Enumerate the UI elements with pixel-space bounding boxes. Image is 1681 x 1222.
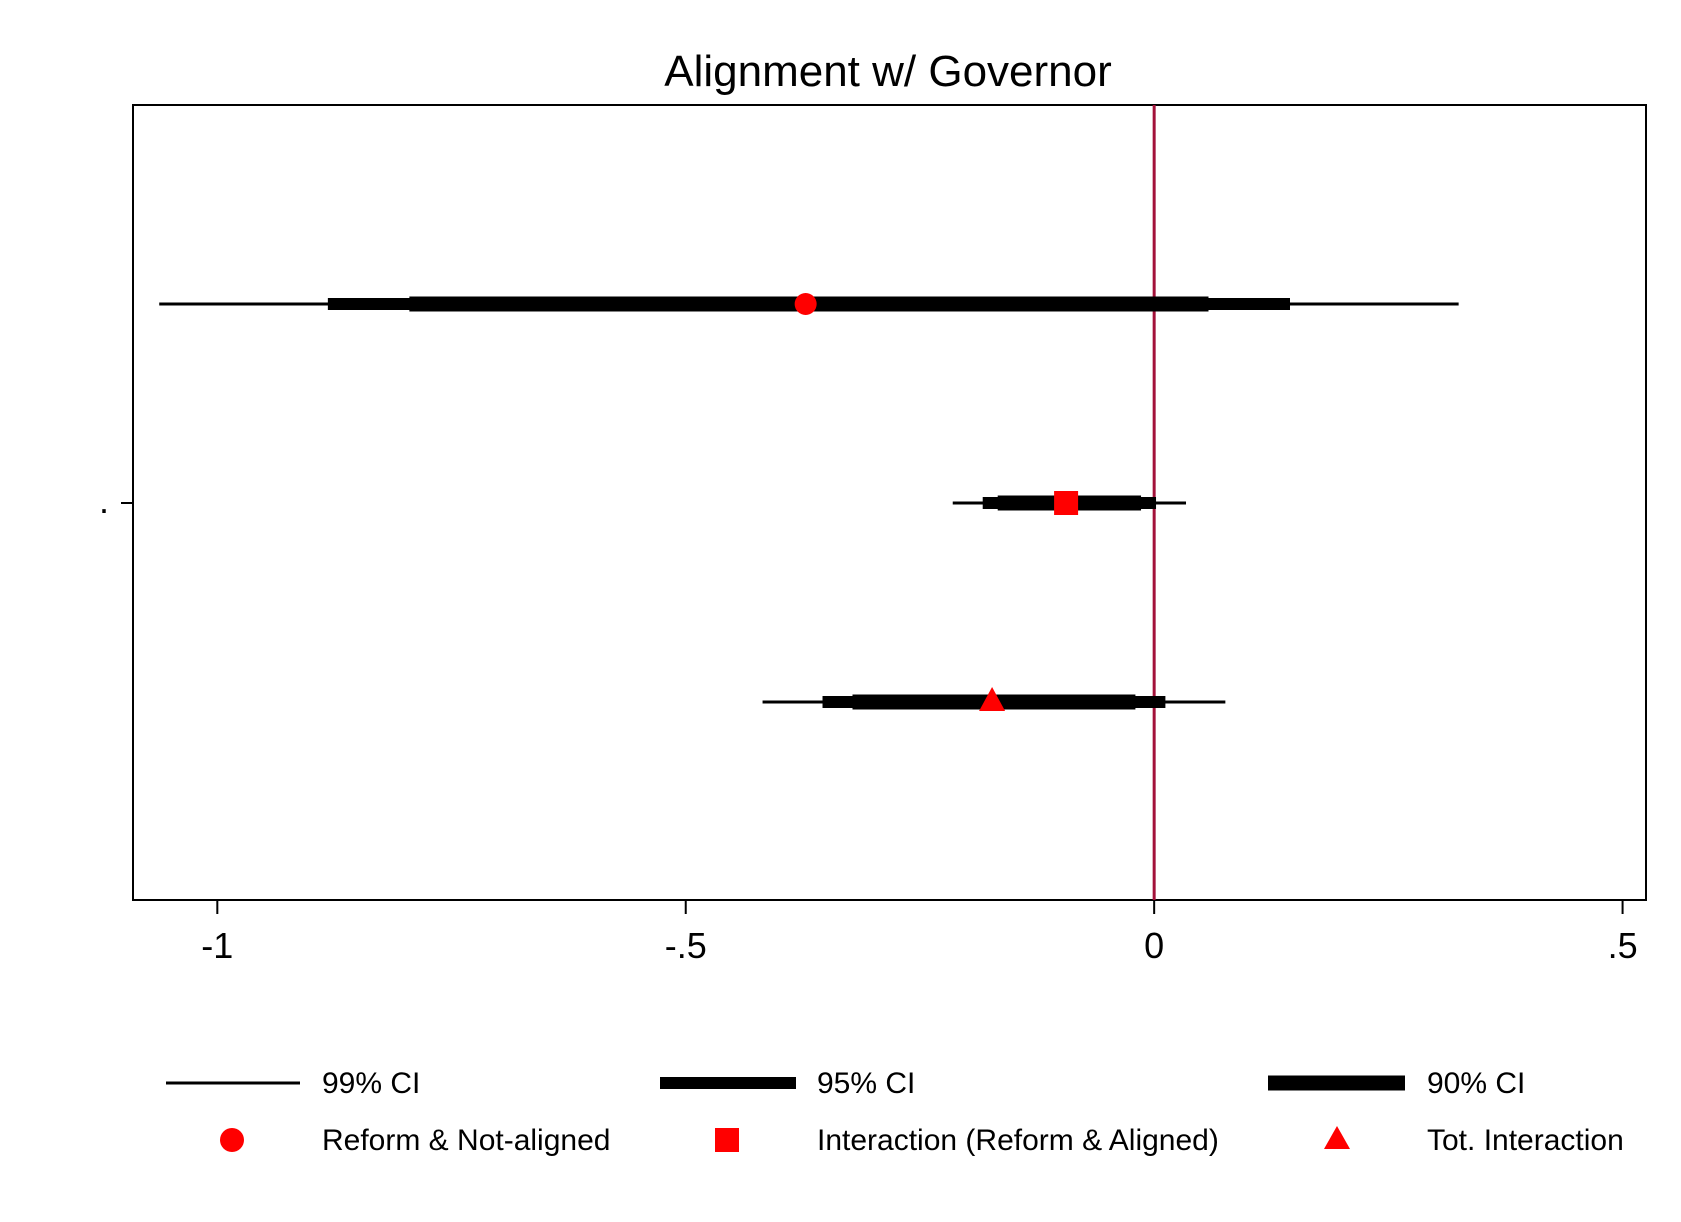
- x-tick-label: -1: [201, 925, 233, 966]
- legend-triangle-marker: [1324, 1126, 1350, 1149]
- point-estimate-square: [1054, 491, 1079, 515]
- x-tick-label: .5: [1608, 925, 1638, 966]
- plot-frame: [132, 104, 1647, 901]
- legend-square-marker: [715, 1128, 739, 1152]
- legend: 99% CI 95% CI 90% CI Reform & Not-aligned In…: [166, 1067, 1624, 1157]
- legend-circle-marker: [220, 1128, 244, 1152]
- y-tick-label: .: [99, 480, 109, 521]
- legend-ci95-label: 95% CI: [817, 1067, 915, 1100]
- legend-ci99-label: 99% CI: [322, 1067, 420, 1100]
- legend-ci90-label: 90% CI: [1427, 1067, 1525, 1100]
- x-tick-label: -.5: [665, 925, 707, 966]
- point-estimate-circle: [794, 293, 817, 315]
- plot-area: [132, 104, 1647, 901]
- legend-series-label: Reform & Not-aligned: [322, 1124, 610, 1157]
- chart-title: Alignment w/ Governor: [664, 47, 1112, 96]
- x-tick-label: 0: [1144, 925, 1164, 966]
- legend-series-label: Tot. Interaction: [1427, 1124, 1624, 1157]
- legend-series-label: Interaction (Reform & Aligned): [817, 1124, 1219, 1157]
- point-estimate-triangle: [979, 687, 1006, 711]
- x-axis: . -1 -.5 0 .5: [99, 480, 1638, 966]
